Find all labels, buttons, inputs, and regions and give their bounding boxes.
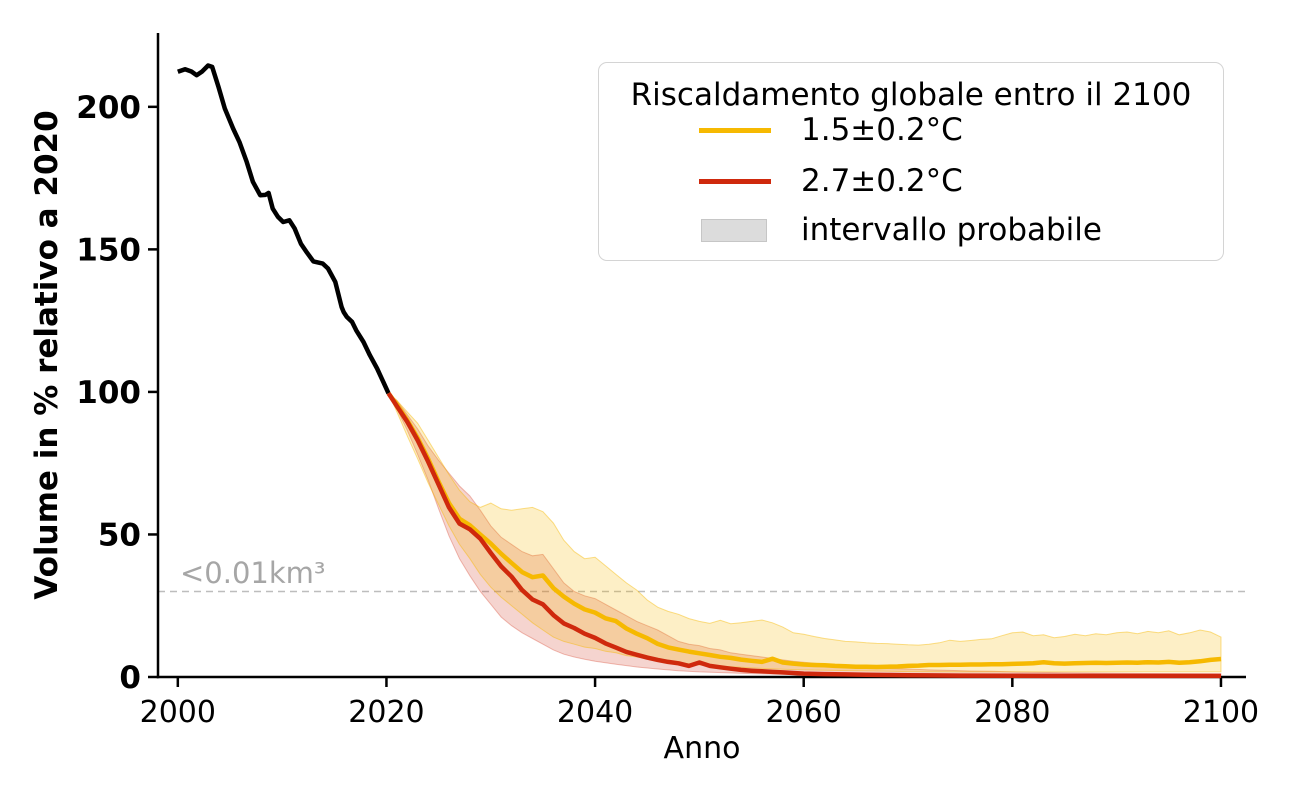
- y-axis-label: Volume in % relativo a 2020: [29, 110, 65, 600]
- y-tick-label: 200: [76, 90, 141, 126]
- x-tick-label: 2000: [140, 695, 216, 730]
- x-tick-label: 2060: [766, 695, 842, 730]
- line-2-7c: [386, 392, 1221, 679]
- legend: Riscaldamento globale entro il 2100 1.5±…: [598, 62, 1224, 261]
- legend-swatch-2-7c-line: [699, 178, 771, 184]
- x-tick-label: 2040: [557, 695, 633, 730]
- threshold-annotation: <0.01km³: [180, 556, 326, 590]
- legend-swatch-1-5c-line: [699, 127, 771, 133]
- y-tick-label: 150: [76, 232, 141, 268]
- legend-label-likely-range: intervallo probabile: [801, 212, 1102, 248]
- legend-item-likely-range: intervallo probabile: [599, 212, 1223, 248]
- legend-swatch-likely-range-patch: [701, 218, 767, 242]
- historical-line: [177, 63, 391, 395]
- y-tick-label: 0: [119, 660, 141, 696]
- x-axis-label: Anno: [663, 731, 741, 766]
- x-tick-label: 2080: [974, 695, 1050, 730]
- x-tick-label: 2100: [1183, 695, 1259, 730]
- legend-item-1-5c: 1.5±0.2°C: [599, 112, 1223, 148]
- legend-label-2-7c: 2.7±0.2°C: [801, 163, 963, 199]
- band-1-5c: [388, 392, 1222, 673]
- y-tick-label: 100: [76, 375, 141, 411]
- legend-title: Riscaldamento globale entro il 2100: [630, 77, 1192, 113]
- line-1-5c: [386, 391, 1222, 670]
- y-tick-label: 50: [98, 517, 141, 553]
- legend-item-2-7c: 2.7±0.2°C: [599, 163, 1223, 199]
- legend-label-1-5c: 1.5±0.2°C: [801, 112, 963, 148]
- x-tick-label: 2020: [348, 695, 424, 730]
